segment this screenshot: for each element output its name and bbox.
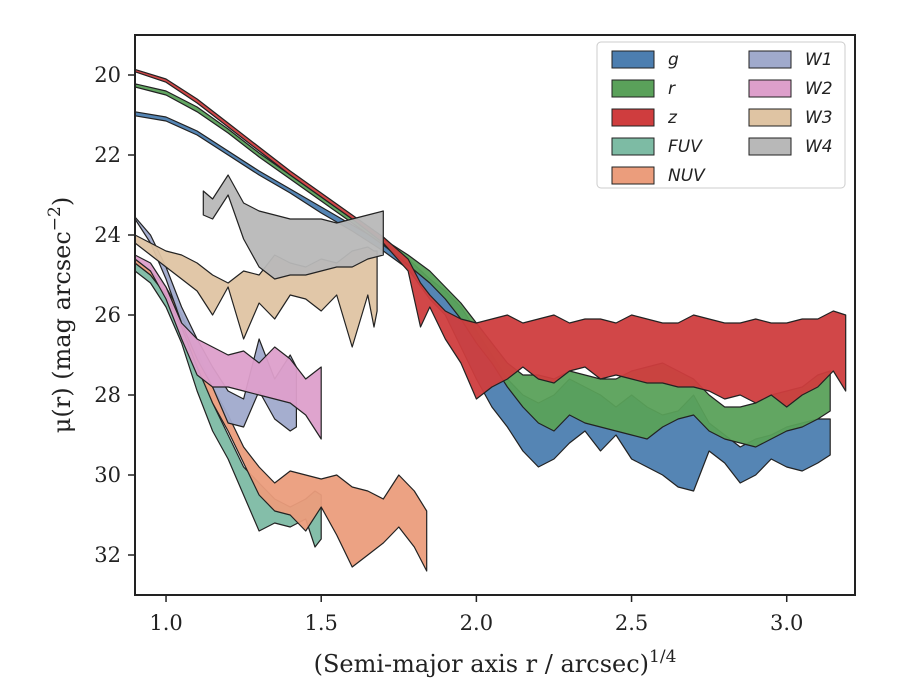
legend-swatch-r: [611, 79, 655, 98]
series-bands: [135, 68, 847, 572]
band-z: [135, 68, 847, 408]
x-tick-label: 1.5: [305, 611, 338, 635]
legend-label-w3: W3: [805, 108, 833, 128]
x-axis-title-power: 1/4: [649, 647, 676, 667]
y-axis-title-close: ): [48, 197, 76, 206]
legend-label-g: g: [668, 50, 679, 70]
legend-swatch-w2: [748, 79, 792, 98]
legend-label-z: z: [667, 108, 678, 128]
legend-label-fuv: FUV: [668, 137, 703, 157]
y-axis-title: μ(r) (mag arcsec−2): [45, 197, 76, 433]
x-tick-label: 2.0: [460, 611, 493, 635]
legend-label-w1: W1: [805, 50, 833, 70]
x-tick-label: 2.5: [615, 611, 648, 635]
band-nuv: [135, 258, 428, 572]
x-axis-title: (Semi-major axis r / arcsec)1/4: [314, 647, 677, 678]
x-tick-label: 1.0: [149, 611, 182, 635]
legend-swatch-g: [611, 50, 655, 69]
legend-swatch-fuv: [611, 137, 655, 156]
y-tick-label: 28: [94, 383, 121, 407]
y-axis-title-power: −2: [45, 206, 65, 231]
y-tick-label: 20: [94, 63, 121, 87]
legend-swatch-w4: [748, 137, 792, 156]
y-tick-label: 32: [94, 543, 121, 567]
legend-swatch-w3: [748, 108, 792, 127]
y-axis-title-text: μ(r) (mag arcsec: [48, 231, 76, 433]
y-axis-ticks: 20 22 24 26 28 30 32: [94, 63, 135, 567]
legend-label-w2: W2: [805, 79, 833, 99]
y-tick-label: 30: [94, 463, 121, 487]
legend-swatch-w1: [748, 50, 792, 69]
y-tick-label: 26: [94, 303, 121, 327]
x-tick-label: 3.0: [770, 611, 803, 635]
y-tick-label: 24: [94, 223, 121, 247]
x-axis-ticks: 1.0 1.5 2.0 2.5 3.0: [149, 595, 803, 635]
band-w4: [202, 174, 384, 280]
legend-swatch-z: [611, 108, 655, 127]
legend-swatch-nuv: [611, 166, 655, 185]
legend-label-r: r: [668, 79, 676, 99]
y-tick-label: 22: [94, 143, 121, 167]
legend-label-nuv: NUV: [668, 166, 706, 186]
legend-label-w4: W4: [805, 137, 833, 157]
band-w2: [135, 254, 322, 440]
x-axis-title-text: (Semi-major axis r / arcsec): [314, 650, 649, 678]
band-r: [135, 83, 831, 448]
legend: grz FUV NUV W1 W2 W3 W4: [596, 41, 846, 189]
